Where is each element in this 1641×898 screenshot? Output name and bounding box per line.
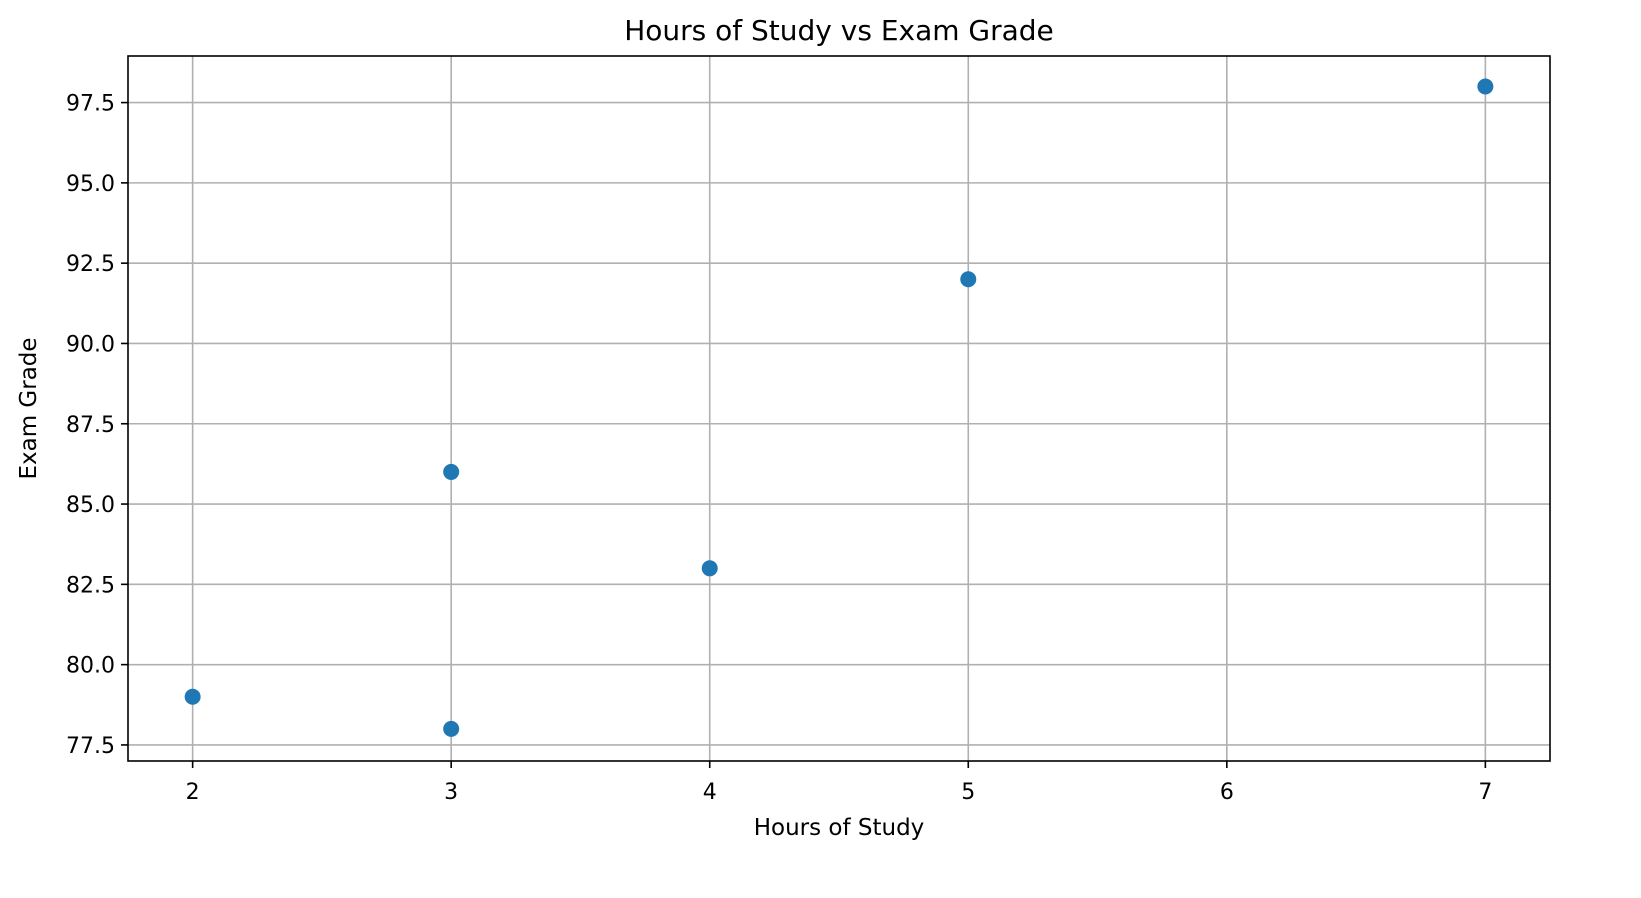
axis-ticks: 2 3 4 5 6 7 77.5 80.0 82.5 85.0 87.5 90.0 92.5 95.0 97… [66,92,1492,805]
y-tick-label: 95.0 [66,172,115,197]
y-axis-label: Exam Grade [16,337,42,479]
x-tick-label: 5 [961,780,975,805]
x-tick-label: 3 [444,780,458,805]
data-points [184,78,1494,737]
plot-frame [127,55,1551,762]
y-tick-label: 87.5 [66,413,115,438]
y-tick-label: 85.0 [66,493,115,518]
data-point [701,560,718,577]
x-tick-label: 7 [1478,780,1492,805]
x-axis-label: Hours of Study [754,815,925,841]
data-point [443,463,460,480]
y-tick-label: 97.5 [66,92,115,117]
y-tick-label: 92.5 [66,252,115,277]
chart-title: Hours of Study vs Exam Grade [624,14,1054,47]
data-point [184,688,201,705]
data-point [960,271,977,288]
x-tick-label: 2 [186,780,200,805]
x-tick-label: 4 [703,780,717,805]
y-tick-label: 90.0 [66,332,115,357]
data-point [443,720,460,737]
y-tick-label: 80.0 [66,654,115,679]
grid [128,56,1550,761]
data-point [1477,78,1494,95]
y-tick-label: 82.5 [66,573,115,598]
x-tick-label: 6 [1220,780,1234,805]
y-tick-label: 77.5 [66,734,115,759]
